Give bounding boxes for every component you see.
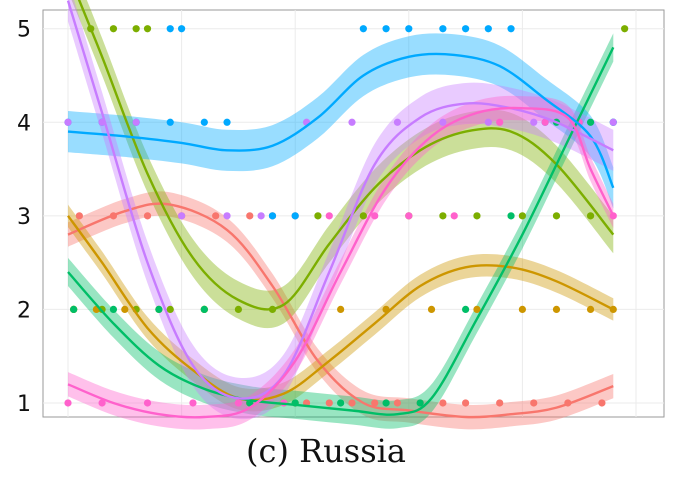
series-line xyxy=(67,46,615,416)
data-point xyxy=(541,118,549,126)
confidence-band xyxy=(68,191,614,430)
data-point xyxy=(393,118,402,126)
data-point xyxy=(200,118,208,126)
data-point xyxy=(382,399,390,407)
data-point xyxy=(223,212,231,220)
data-point xyxy=(439,25,447,33)
data-point xyxy=(70,305,78,314)
y-tick-label: 2 xyxy=(17,298,31,323)
data-point xyxy=(473,305,481,314)
data-point xyxy=(155,305,163,314)
data-point xyxy=(359,25,367,33)
confidence-band xyxy=(68,33,614,429)
data-point xyxy=(121,305,129,314)
data-point xyxy=(348,118,356,126)
data-point xyxy=(98,399,106,407)
y-tick-label: 4 xyxy=(17,111,31,136)
data-point xyxy=(257,212,265,220)
data-point xyxy=(200,305,208,314)
data-point xyxy=(166,25,174,33)
data-point xyxy=(382,25,390,33)
confidence-band xyxy=(68,0,614,420)
confidence-band xyxy=(68,95,614,430)
data-point xyxy=(325,212,333,220)
data-point xyxy=(64,118,72,126)
data-point xyxy=(143,212,152,220)
data-point xyxy=(621,25,629,33)
y-tick-label: 1 xyxy=(17,392,31,417)
data-point xyxy=(325,399,333,407)
series-line xyxy=(67,106,615,419)
series-line xyxy=(77,0,615,311)
data-point xyxy=(359,212,367,220)
data-point xyxy=(291,212,299,220)
data-point xyxy=(586,212,595,220)
data-point xyxy=(212,212,220,220)
data-point xyxy=(518,212,527,220)
data-point xyxy=(178,212,186,220)
data-point xyxy=(462,399,470,407)
data-point xyxy=(530,118,538,126)
data-point xyxy=(337,305,345,314)
y-tick-label: 3 xyxy=(17,205,31,230)
data-point xyxy=(427,305,436,314)
data-point xyxy=(189,399,197,407)
data-point xyxy=(496,118,504,126)
data-point xyxy=(518,305,527,314)
series-line xyxy=(67,202,614,419)
data-point xyxy=(405,212,413,220)
data-point xyxy=(314,212,322,220)
data-point xyxy=(178,25,186,33)
series-line xyxy=(67,52,615,189)
confidence-band xyxy=(68,204,614,412)
data-point xyxy=(132,118,140,126)
data-point xyxy=(462,305,470,314)
data-point xyxy=(337,399,345,407)
data-point xyxy=(462,25,470,33)
data-point xyxy=(552,305,561,314)
data-point xyxy=(223,118,231,126)
data-point xyxy=(109,25,118,33)
data-point xyxy=(371,399,379,407)
data-point xyxy=(450,212,458,220)
data-point xyxy=(507,25,515,33)
data-point xyxy=(132,25,140,33)
data-point xyxy=(598,399,606,407)
data-point xyxy=(75,212,83,220)
data-point xyxy=(586,118,595,126)
data-point xyxy=(109,305,118,314)
data-point xyxy=(166,305,174,314)
data-point xyxy=(143,25,152,33)
data-point xyxy=(371,212,379,220)
data-point xyxy=(348,399,356,407)
data-point xyxy=(439,399,447,407)
data-point xyxy=(439,118,447,126)
data-point xyxy=(246,212,254,220)
chart-caption: (c) Russia xyxy=(246,432,406,470)
y-tick-label: 5 xyxy=(17,18,31,43)
data-point xyxy=(484,118,492,126)
data-point xyxy=(609,118,617,126)
data-point xyxy=(166,118,174,126)
data-point xyxy=(234,399,242,407)
data-point xyxy=(416,399,424,407)
series-line xyxy=(67,215,614,402)
data-point xyxy=(507,212,515,220)
data-point xyxy=(552,212,561,220)
data-point xyxy=(268,212,277,220)
data-point xyxy=(393,399,402,407)
data-point xyxy=(234,305,242,314)
data-point xyxy=(473,212,481,220)
data-point xyxy=(586,305,595,314)
data-point xyxy=(484,25,492,33)
data-point xyxy=(530,399,538,407)
data-point xyxy=(496,399,504,407)
data-point xyxy=(143,399,152,407)
series-line xyxy=(66,0,614,400)
data-point xyxy=(405,25,413,33)
data-point xyxy=(439,212,447,220)
confidence-band xyxy=(68,33,614,209)
data-point xyxy=(64,399,72,407)
